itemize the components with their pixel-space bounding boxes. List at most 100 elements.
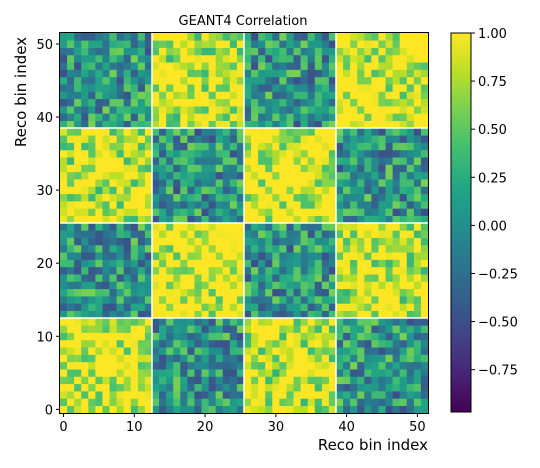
heatmap-cell: [258, 405, 266, 414]
heatmap-cell: [187, 208, 195, 216]
heatmap-cell: [378, 369, 386, 377]
heatmap-cell: [336, 369, 344, 377]
heatmap-cell: [123, 369, 132, 377]
heatmap-cell: [293, 208, 301, 216]
heatmap-cell: [286, 398, 294, 406]
heatmap-cell: [293, 354, 301, 363]
heatmap-cell: [279, 303, 287, 311]
heatmap-cell: [272, 120, 280, 129]
heatmap-cell: [336, 237, 344, 246]
heatmap-cell: [385, 354, 393, 363]
heatmap-cell: [406, 281, 415, 290]
heatmap-cell: [399, 40, 408, 48]
heatmap-cell: [201, 98, 209, 107]
heatmap-cell: [272, 149, 280, 158]
heatmap-cell: [357, 201, 365, 209]
heatmap-cell: [350, 230, 358, 238]
heatmap-cell: [371, 171, 379, 180]
heatmap-cell: [244, 193, 252, 202]
heatmap-cell: [173, 223, 181, 231]
heatmap-cell: [385, 193, 393, 202]
heatmap-cell: [385, 223, 393, 231]
colorbar-tick-label: 0.50: [478, 123, 507, 138]
heatmap-cell: [371, 303, 379, 311]
heatmap-cell: [194, 274, 202, 282]
heatmap-cell: [258, 361, 266, 370]
heatmap-cell: [166, 76, 174, 85]
heatmap-cell: [187, 171, 195, 180]
heatmap-cell: [300, 69, 308, 78]
heatmap-cell: [144, 296, 153, 304]
heatmap-cell: [109, 259, 117, 268]
heatmap-cell: [244, 128, 252, 136]
heatmap-cell: [406, 69, 415, 78]
heatmap-cell: [194, 69, 202, 78]
heatmap-cell: [336, 398, 344, 406]
heatmap-cell: [180, 274, 188, 282]
heatmap-cell: [286, 244, 294, 253]
heatmap-cell: [314, 266, 323, 275]
heatmap-cell: [385, 244, 393, 253]
heatmap-cell: [293, 33, 301, 41]
heatmap-cell: [208, 54, 216, 63]
heatmap-cell: [321, 201, 330, 209]
heatmap-cell: [265, 179, 273, 187]
heatmap-cell: [399, 281, 408, 290]
heatmap-cell: [144, 98, 153, 107]
heatmap-cell: [144, 398, 153, 406]
heatmap-cell: [173, 157, 181, 165]
heatmap-cell: [229, 266, 238, 275]
heatmap-cell: [244, 391, 252, 399]
heatmap-cell: [392, 223, 400, 231]
heatmap-cell: [109, 201, 117, 209]
heatmap-cell: [307, 339, 316, 348]
heatmap-cell: [173, 361, 181, 370]
heatmap-cell: [265, 135, 273, 143]
heatmap-cell: [116, 76, 124, 85]
heatmap-cell: [350, 361, 358, 370]
heatmap-cell: [420, 135, 429, 143]
heatmap-cell: [152, 244, 160, 253]
heatmap-cell: [392, 244, 400, 253]
heatmap-cell: [279, 383, 287, 392]
heatmap-cell: [81, 179, 89, 187]
heatmap-cell: [272, 310, 280, 319]
heatmap-cell: [74, 193, 82, 202]
heatmap-cell: [321, 106, 330, 114]
heatmap-cell: [236, 193, 245, 202]
heatmap-cell: [392, 383, 400, 392]
heatmap-cell: [406, 266, 415, 275]
heatmap-cell: [265, 84, 273, 92]
heatmap-cell: [350, 186, 358, 195]
heatmap-cell: [293, 325, 301, 333]
heatmap-cell: [194, 361, 202, 370]
heatmap-cell: [222, 230, 231, 238]
heatmap-cell: [385, 347, 393, 355]
heatmap-cell: [95, 310, 103, 319]
heatmap-cell: [95, 296, 103, 304]
heatmap-cell: [229, 223, 238, 231]
block-boundary-lines: [60, 33, 428, 413]
heatmap-cell: [307, 186, 316, 195]
colorbar-tick-label: −0.75: [478, 364, 518, 379]
heatmap-cell: [116, 84, 124, 92]
heatmap-cell: [60, 223, 68, 231]
heatmap-cell: [109, 186, 117, 195]
heatmap-cell: [343, 40, 351, 48]
heatmap-cell: [300, 120, 308, 129]
heatmap-cell: [95, 383, 103, 392]
heatmap-cell: [307, 62, 316, 70]
heatmap-cell: [130, 135, 139, 143]
heatmap-cell: [109, 296, 117, 304]
heatmap-cell: [74, 288, 82, 297]
heatmap-cell: [236, 252, 245, 260]
heatmap-cell: [60, 47, 68, 56]
heatmap-cell: [279, 84, 287, 92]
heatmap-cell: [102, 208, 110, 216]
heatmap-cell: [244, 383, 252, 392]
heatmap-cell: [173, 332, 181, 341]
heatmap-cell: [215, 193, 224, 202]
heatmap-cell: [180, 347, 188, 355]
heatmap-cell: [81, 186, 89, 195]
